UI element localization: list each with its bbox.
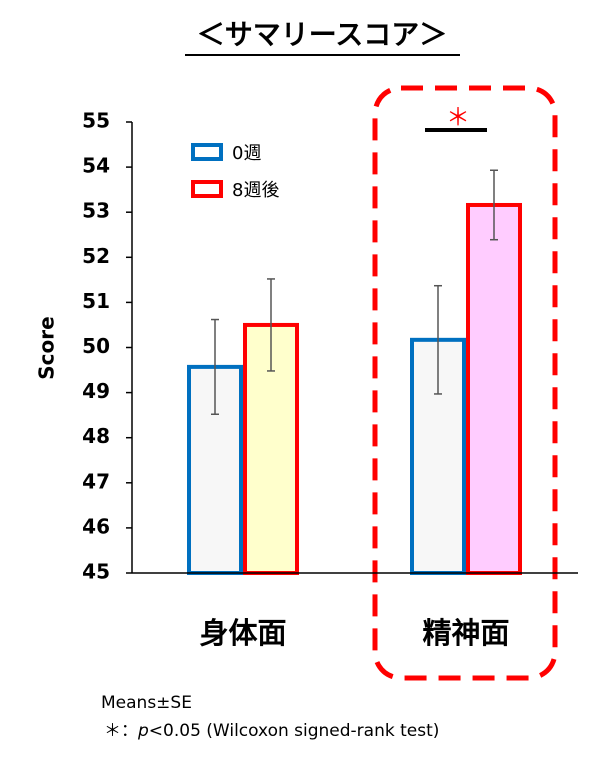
note-part: <0.05 (Wilcoxon signed-rank test) xyxy=(149,721,440,741)
note-part: p xyxy=(137,721,149,741)
chart-title: ＜サマリースコア＞ xyxy=(197,18,448,51)
y-tick-label: 46 xyxy=(82,514,110,538)
error-bar xyxy=(434,284,442,395)
y-tick-label: 54 xyxy=(82,154,110,178)
y-tick-label: 50 xyxy=(82,334,110,358)
error-bar xyxy=(211,318,219,415)
y-tick-label: 52 xyxy=(82,244,110,268)
legend-label: 0週 xyxy=(232,143,261,164)
legend-swatch xyxy=(191,180,223,198)
y-tick-label: 53 xyxy=(82,199,110,223)
legend-label: 8週後 xyxy=(232,180,279,201)
y-axis-label: Score xyxy=(35,316,59,379)
note-part: ＊： xyxy=(104,721,138,741)
note: Means±SE xyxy=(101,693,192,713)
significance-mark: ＊ xyxy=(446,103,470,131)
y-tick-label: 49 xyxy=(82,379,110,403)
y-tick-label: 51 xyxy=(82,289,110,313)
x-tick-label: 身体面 xyxy=(199,616,286,650)
x-tick-label: 精神面 xyxy=(422,616,509,650)
error-bar xyxy=(490,169,498,241)
error-bar xyxy=(267,278,275,372)
bar xyxy=(466,202,522,575)
y-tick-label: 55 xyxy=(82,109,110,133)
note: ＊：p<0.05 (Wilcoxon signed-rank test) xyxy=(104,721,439,741)
y-tick-label: 47 xyxy=(82,469,110,493)
y-tick-label: 48 xyxy=(82,424,110,448)
legend-swatch xyxy=(191,143,223,161)
y-tick-label: 45 xyxy=(82,560,110,584)
